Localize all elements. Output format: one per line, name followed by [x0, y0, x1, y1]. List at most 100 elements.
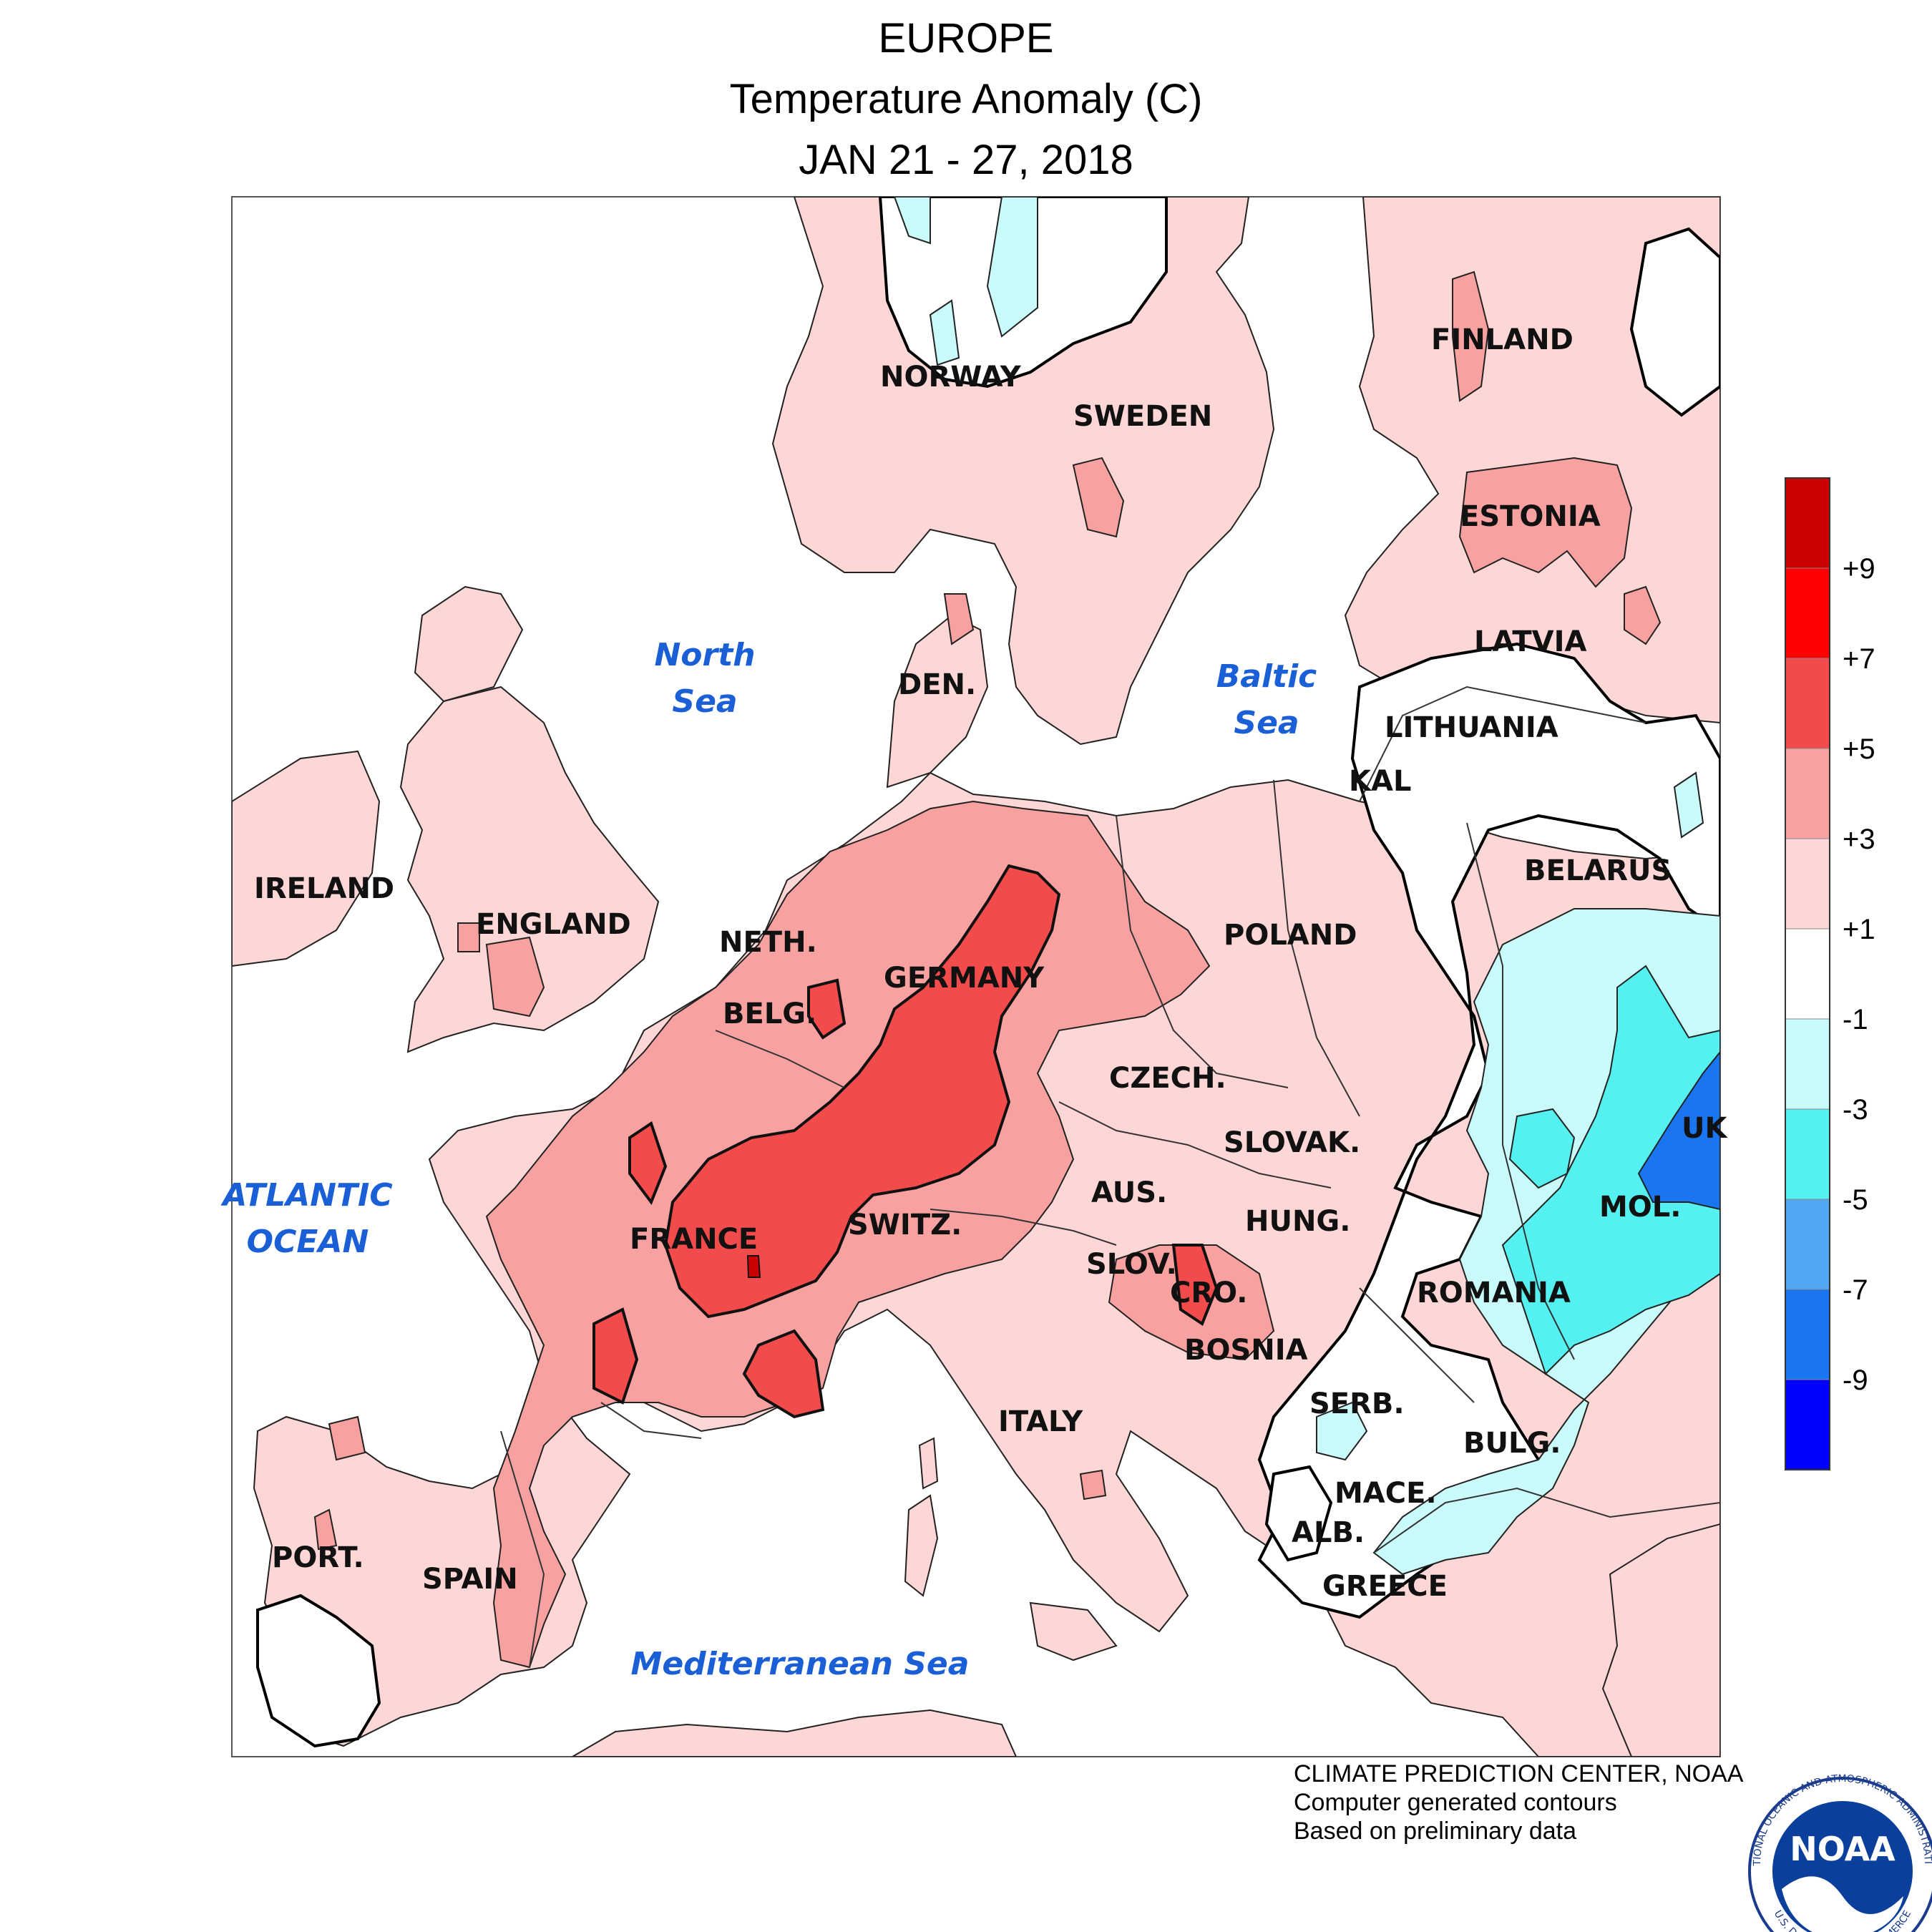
russia-pink: [1624, 585, 1662, 645]
label-norway: NORWAY: [880, 361, 1022, 394]
border-line: [1116, 815, 1289, 1088]
serbia-cyan: [1316, 1401, 1368, 1461]
colorbar-tick-label: +3: [1843, 824, 1875, 855]
border-line: [930, 1209, 1117, 1246]
estonia-pink: [1458, 457, 1633, 588]
label-estonia: ESTONIA: [1460, 500, 1601, 533]
border-line: [1273, 779, 1360, 1117]
map-title: EUROPE: [878, 15, 1054, 62]
anatolia-land: [1601, 1523, 1720, 1757]
credit-line-3: Based on preliminary data: [1294, 1818, 1577, 1845]
denmark-pink: [943, 593, 975, 645]
country-labels: NORWAY SWEDEN FINLAND ESTONIA LATVIA LIT…: [254, 323, 1728, 1603]
colorbar-segment: [1785, 567, 1830, 659]
border-line: [600, 1402, 702, 1439]
iberia-pink: [328, 1415, 366, 1461]
label-latvia: LATVIA: [1474, 625, 1586, 658]
label-serb: SERB.: [1309, 1387, 1405, 1420]
label-hung: HUNG.: [1245, 1205, 1350, 1238]
label-france: FRANCE: [630, 1223, 758, 1256]
france-west-red: [628, 1121, 668, 1206]
label-cro: CRO.: [1170, 1277, 1247, 1309]
colorbar-segment: [1785, 1108, 1830, 1200]
anomaly-plus5-7: [592, 864, 1219, 1419]
iberia-sw-white-zone: [256, 1594, 381, 1748]
anomaly-minus3-5: [1501, 965, 1720, 1375]
sicily-land: [1029, 1601, 1118, 1662]
corsica-land: [918, 1437, 939, 1490]
country-borders: [500, 686, 1720, 1668]
label-bosnia: BOSNIA: [1184, 1334, 1308, 1367]
label-kal: KAL: [1349, 765, 1411, 798]
border-line: [500, 1430, 545, 1668]
france-germany-red: [663, 864, 1061, 1319]
label-slov: SLOV.: [1086, 1248, 1177, 1281]
label-germany: GERMANY: [884, 962, 1045, 995]
colorbar-tick-label: -9: [1843, 1365, 1868, 1396]
colorbar-segment: [1785, 1289, 1830, 1380]
label-romania: ROMANIA: [1417, 1277, 1571, 1309]
colorbar-segment: [1785, 838, 1830, 930]
credit-line-1: CLIMATE PREDICTION CENTER, NOAA: [1294, 1760, 1744, 1787]
label-mace: MACE.: [1335, 1477, 1437, 1510]
label-czech: CZECH.: [1109, 1062, 1226, 1095]
border-line: [1359, 686, 1646, 802]
label-ireland: IRELAND: [254, 872, 394, 905]
border-line: [1359, 1287, 1475, 1403]
label-north-sea-1: North: [654, 637, 755, 673]
credit-line-2: Computer generated contours: [1294, 1789, 1617, 1816]
sardinia-land: [904, 1494, 939, 1597]
colorbar-segment: [1785, 1018, 1830, 1110]
italy-pink: [1079, 1469, 1107, 1501]
label-bulg: BULG.: [1463, 1427, 1561, 1460]
colorbar-tick-label: +1: [1843, 914, 1875, 945]
label-slovak: SLOVAK.: [1224, 1126, 1360, 1159]
finland-east-white-zone: [1629, 227, 1720, 417]
label-spain: SPAIN: [422, 1563, 518, 1596]
england-pink: [485, 936, 545, 1018]
balkan-white-zone: [1264, 1465, 1333, 1562]
scotland-north-land: [414, 585, 524, 703]
norway-cyan-1: [893, 197, 931, 245]
label-england: ENGLAND: [476, 908, 631, 941]
western-europe-pink: [485, 800, 1211, 1669]
map-subtitle: Temperature Anomaly (C): [729, 76, 1203, 122]
label-port: PORT.: [272, 1541, 364, 1574]
colorbar-segment: [1785, 477, 1830, 569]
north-africa-land: [571, 1709, 1018, 1757]
norway-cyan-2: [986, 197, 1038, 338]
label-neth: NETH.: [719, 926, 817, 959]
ireland-land: [232, 750, 381, 967]
map-date-range: JAN 21 - 27, 2018: [799, 137, 1133, 183]
france-sw-red: [592, 1307, 639, 1405]
label-den: DEN.: [898, 668, 976, 701]
colorbar-tick-label: -7: [1843, 1274, 1868, 1306]
denmark-land: [886, 614, 989, 789]
belarus-north-cyan: [1673, 771, 1704, 839]
finland-pink: [1452, 270, 1490, 402]
label-belarus: BELARUS: [1524, 854, 1672, 887]
border-line: [1058, 1101, 1332, 1189]
scandinavia-land: [771, 197, 1275, 746]
colorbar-tick-label: -1: [1843, 1004, 1868, 1035]
label-greece: GREECE: [1322, 1570, 1448, 1603]
norway-cyan-3: [929, 299, 960, 366]
label-lithuania: LITHUANIA: [1385, 711, 1558, 744]
label-poland: POLAND: [1224, 919, 1357, 952]
label-alb: ALB.: [1292, 1516, 1365, 1549]
belgium-red: [807, 978, 847, 1040]
wales-pink: [457, 922, 480, 952]
sea-labels: North Sea Baltic Sea ATLANTIC OCEAN Medi…: [220, 637, 1317, 1682]
label-aus: AUS.: [1091, 1176, 1167, 1209]
colorbar-border: [1785, 477, 1830, 1470]
colorbar-segment: [1785, 1199, 1830, 1290]
colorbar-tick-label: -5: [1843, 1184, 1868, 1216]
label-mediterranean: Mediterranean Sea: [631, 1646, 970, 1682]
label-mol: MOL.: [1599, 1191, 1682, 1224]
ukraine-blue-zone: [1637, 1050, 1720, 1211]
croatia-red: [1171, 1244, 1219, 1327]
colorbar-tick-label: -3: [1843, 1094, 1868, 1126]
seagull-icon: [1782, 1876, 1903, 1932]
label-italy: ITALY: [998, 1405, 1083, 1438]
